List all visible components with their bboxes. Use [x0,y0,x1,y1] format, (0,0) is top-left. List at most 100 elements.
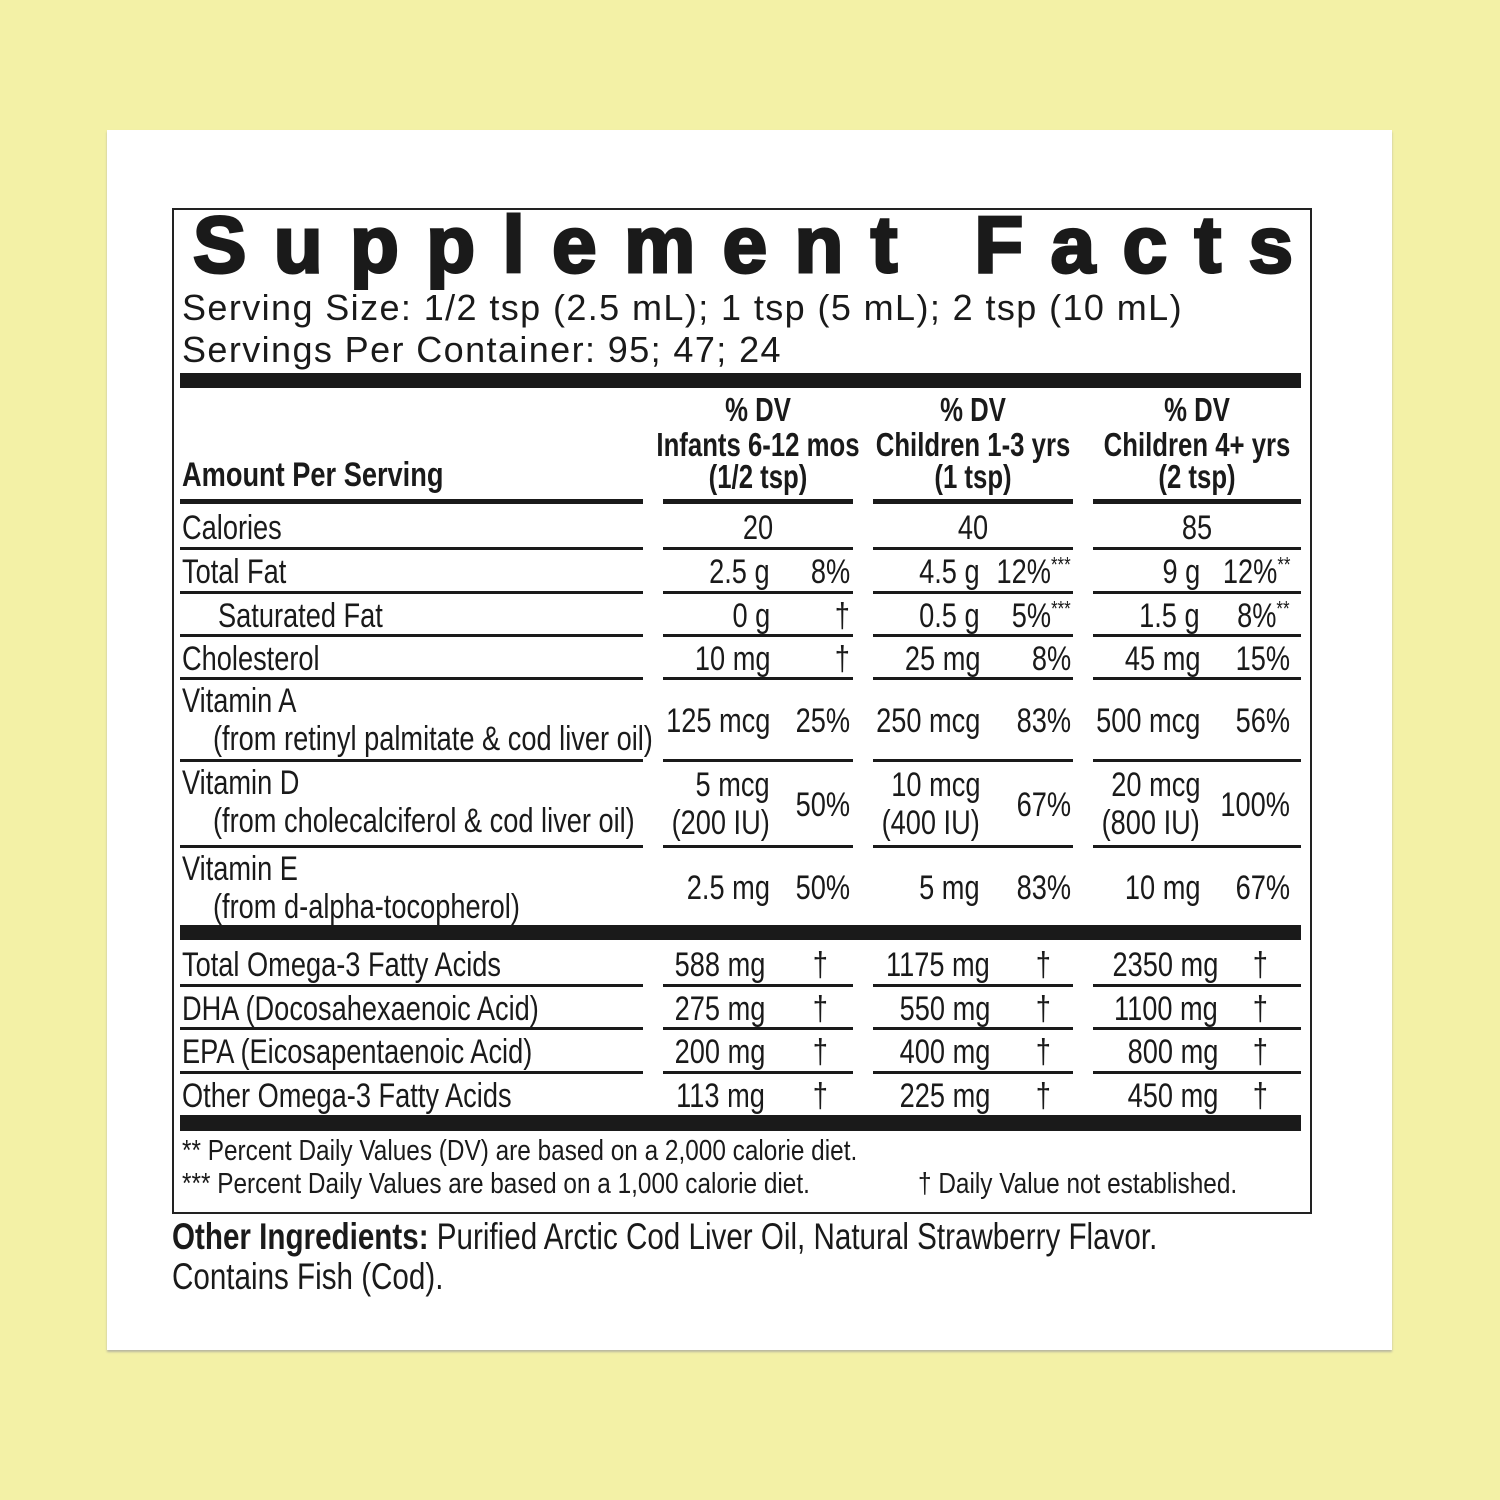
label-border [172,208,1312,1214]
row-rule [1093,759,1301,762]
footnote: *** Percent Daily Values are based on a … [182,1168,810,1200]
row-name: Vitamin A [182,682,297,720]
cell-amount: 5 mcg [695,766,770,804]
row-rule [873,759,1073,762]
thick-rule [180,1115,1301,1131]
cell-dv: 12%*** [997,553,1071,589]
row-rule [873,547,1073,550]
thick-rule [180,373,1301,388]
cell-dv: † [1252,945,1268,984]
cell-dv: 8% [1031,639,1071,678]
row-rule [1093,591,1301,594]
cell-amount: 10 mg [1124,868,1200,907]
cell-dv: 12% [1222,553,1277,591]
cell-amount: 10 mg [694,639,770,678]
row-rule [873,634,1073,637]
cell-amount: 2.5 mg [686,868,770,907]
thick-rule [180,925,1301,940]
cell-amount: 85 [1181,508,1213,547]
row-name: Total Fat [182,553,287,591]
cell-amount: 588 mg [674,945,765,984]
card [107,130,1392,1350]
row-name: Saturated Fat [218,596,383,635]
row-rule [663,547,853,550]
cell-dv: † [812,1076,828,1115]
title-svg: Supplement Facts [192,199,1295,291]
row-rule [663,845,853,848]
serving-size: Serving Size: 1/2 tsp (2.5 mL); 1 tsp (5… [182,287,1183,328]
servings-per-container: Servings Per Container: 95; 47; 24 [182,329,782,370]
cell-amount: 200 mg [674,1033,765,1071]
cell-amount-iu: (200 IU) [671,804,770,842]
cell-amount: 0.5 g [919,596,981,635]
cell-amount: 1175 mg [886,945,990,984]
cell-amount: 125 mcg [665,702,770,740]
row-rule [180,677,643,680]
cell-amount: 5 mg [919,868,980,907]
footnote: † Daily Value not established. [918,1168,1238,1200]
row-rule [873,677,1073,680]
other-ingredients-text: Contains Fish (Cod). [172,1256,444,1297]
row-name: Cholesterol [182,639,320,678]
row-rule [180,591,643,594]
cell-dv: † [1252,1076,1268,1115]
row-rule [180,984,643,987]
row-name: Total Omega-3 Fatty Acids [182,945,501,984]
cell-dv: 67% [1016,786,1071,824]
cell-dv: 5% [1012,596,1052,635]
column-header: (1 tsp) [934,458,1012,495]
cell-amount: 9 g [1162,553,1200,591]
row-source: (from retinyl palmitate & cod liver oil) [213,720,653,758]
cell-note: ** [1276,596,1290,620]
row-rule [1093,547,1301,550]
row-rule [663,499,853,504]
cell-dv: † [1035,989,1051,1028]
row-rule [1093,634,1301,637]
row-rule [873,984,1073,987]
row-rule [663,984,853,987]
cell-amount: 20 mcg [1110,766,1200,804]
cell-dv: 67% [1235,868,1290,907]
cell-amount: 4.5 g [919,553,981,591]
cell-amount: 225 mg [899,1076,990,1115]
cell-dv: 50% [795,786,850,824]
row-name: Calories [182,508,282,547]
column-header: Infants 6-12 mos [656,426,860,463]
column-header: % DV [940,391,1006,428]
cell-dv: 8%** [1238,596,1290,633]
cell-amount: 25 mg [904,639,980,678]
footnote: ** Percent Daily Values (DV) are based o… [182,1135,858,1167]
cell-amount: 10 mcg [890,766,980,804]
row-rule [663,759,853,762]
cell-dv: 100% [1220,786,1290,824]
row-name: Vitamin D [182,764,300,802]
row-rule [180,634,643,637]
cell-amount: 800 mg [1127,1033,1218,1071]
row-rule [663,1071,853,1074]
cell-amount: 2350 mg [1112,945,1218,984]
cell-amount: 550 mg [899,989,990,1028]
cell-note: *** [1051,553,1071,577]
row-name: DHA (Docosahexaenoic Acid) [182,989,539,1028]
cell-amount: 450 mg [1127,1076,1218,1115]
row-source: (from d-alpha-tocopherol) [213,888,520,926]
cell-dv: † [1035,945,1051,984]
cell-amount: 250 mcg [875,702,980,740]
cell-amount: 1.5 g [1139,596,1201,635]
cell-amount: 20 [742,508,774,547]
row-rule [873,499,1073,504]
cell-dv: 83% [1016,868,1071,907]
cell-amount: 113 mg [676,1076,765,1115]
column-header: (2 tsp) [1158,458,1236,495]
row-rule [663,677,853,680]
cell-dv: 5%*** [1012,596,1071,635]
cell-dv: 83% [1016,702,1071,740]
cell-amount-iu: (800 IU) [1101,804,1200,842]
row-rule [1093,984,1301,987]
row-rule [1093,1027,1301,1030]
row-rule [873,1027,1073,1030]
row-rule [873,591,1073,594]
cell-amount: 1100 mg [1114,989,1218,1028]
cell-dv: 8% [810,553,850,591]
cell-amount: 40 [957,508,989,547]
